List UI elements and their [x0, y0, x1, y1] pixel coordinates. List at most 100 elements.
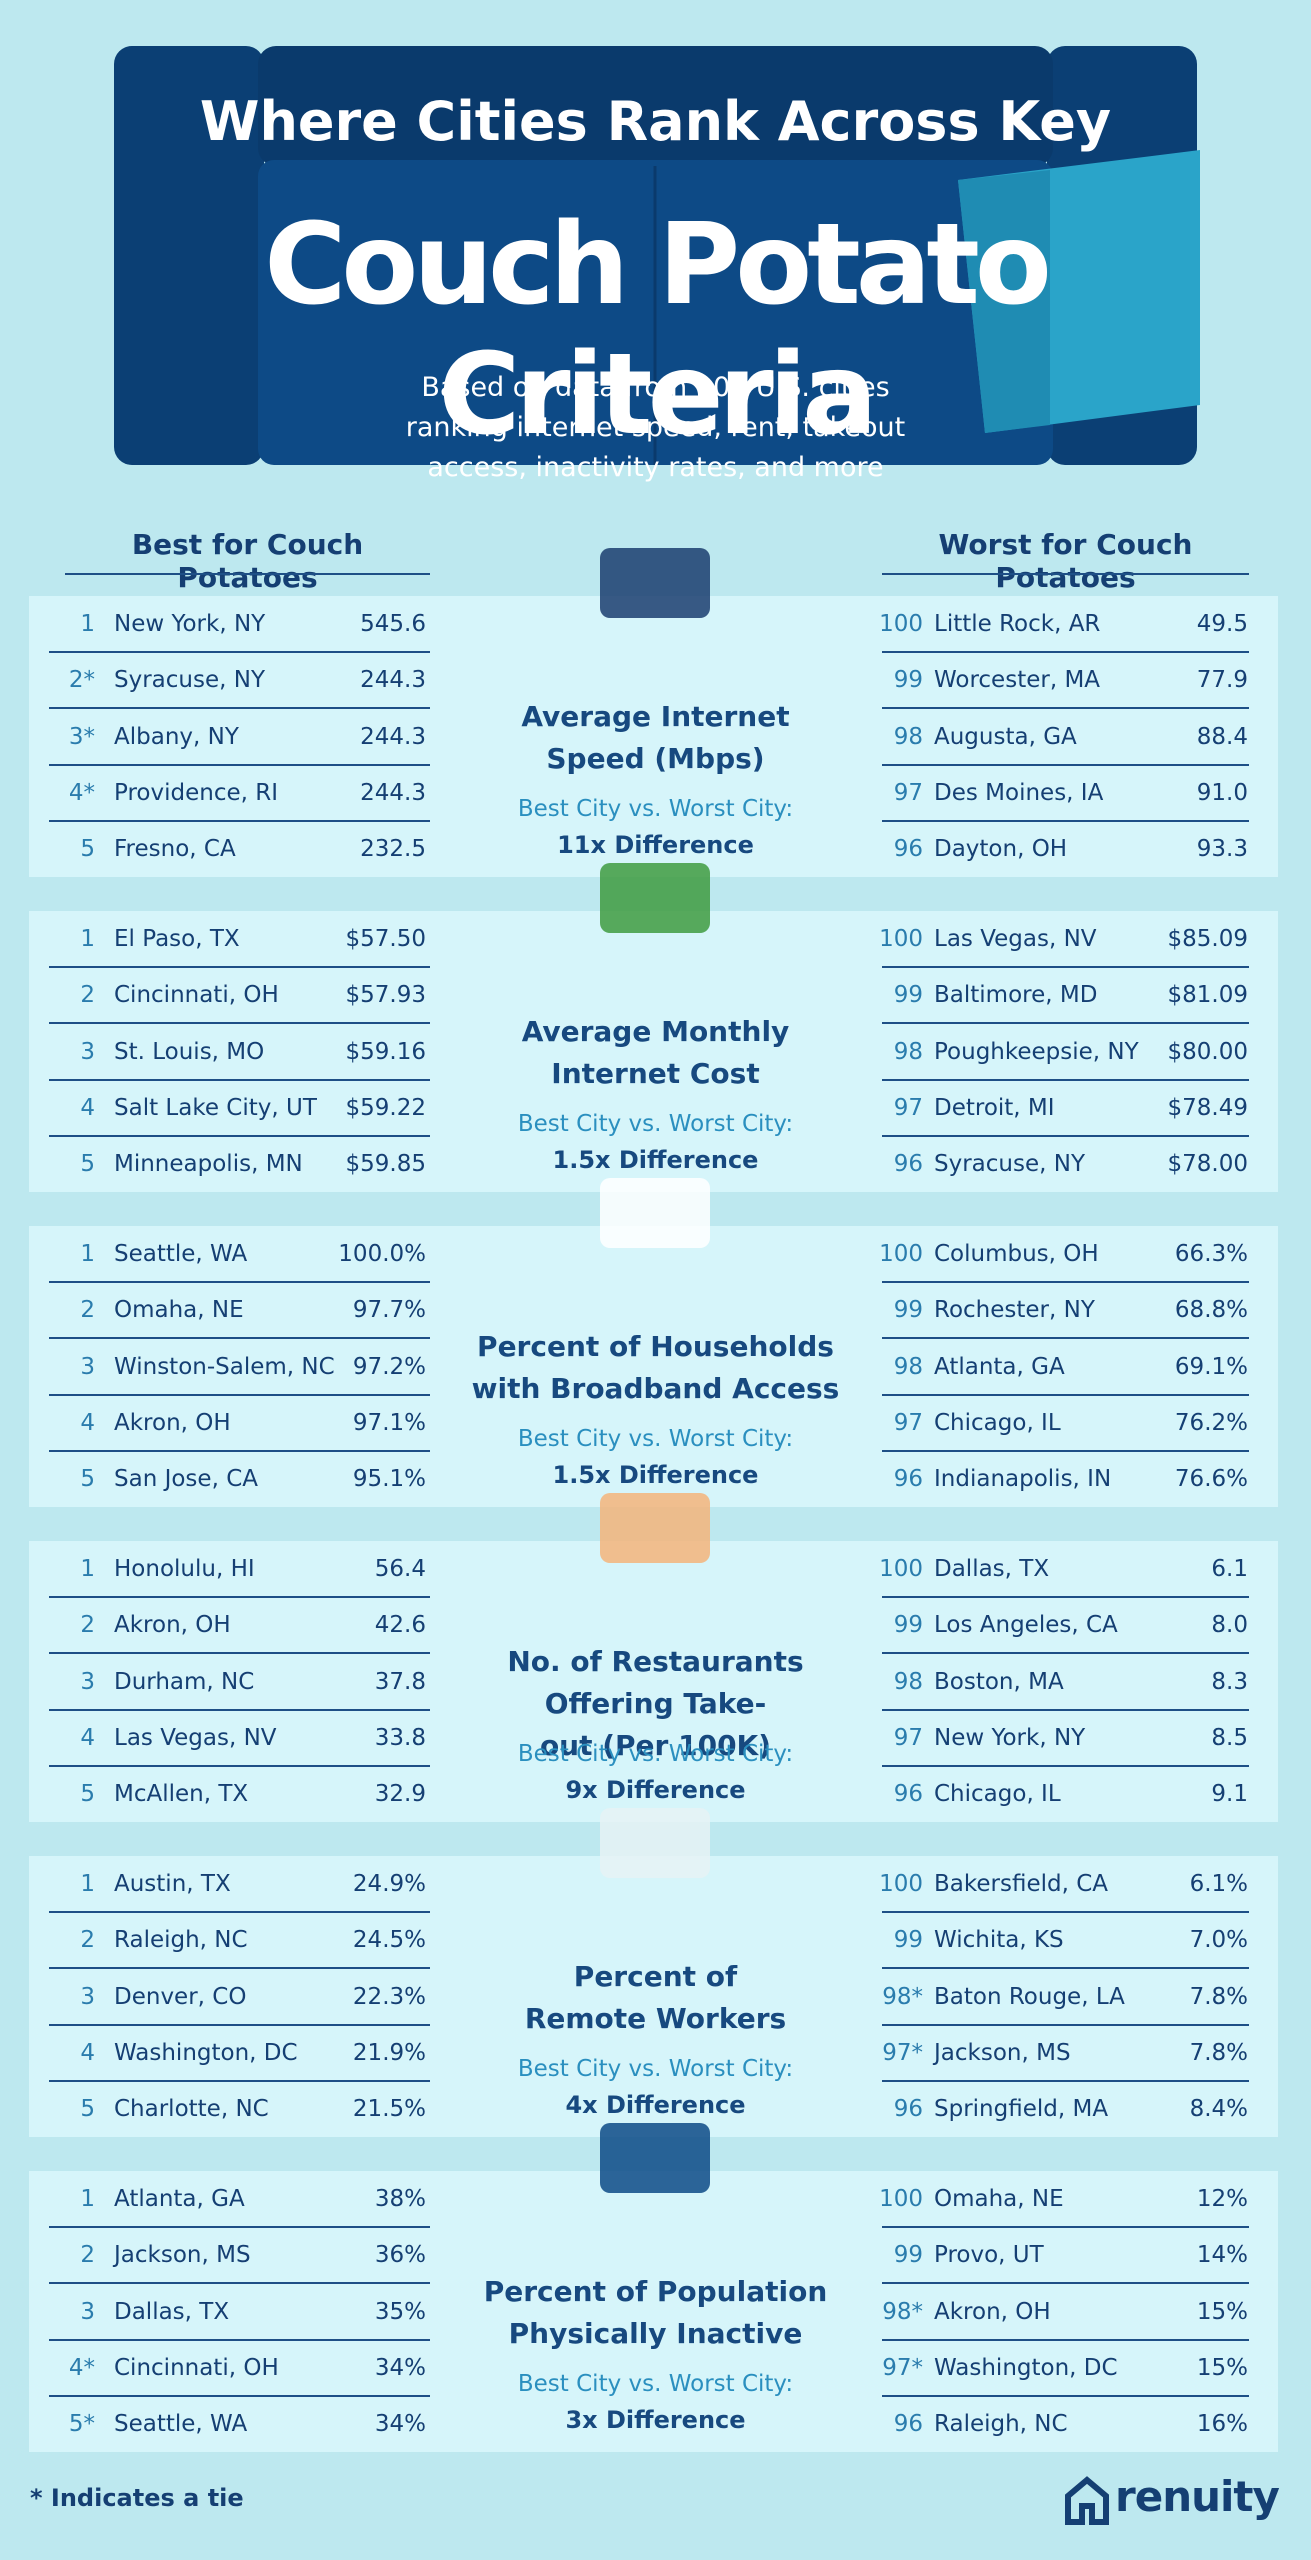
- value: 34%: [374, 2354, 426, 2381]
- header-title: Where Cities Rank Across Key: [199, 90, 1112, 153]
- value: 66.3%: [1174, 1241, 1248, 1267]
- rank: 96: [893, 1781, 923, 1808]
- city: Augusta, GA: [934, 723, 1077, 750]
- rank: 4: [80, 1094, 95, 1121]
- logo-icon: [1065, 2476, 1109, 2525]
- city: Worcester, MA: [934, 667, 1101, 694]
- section-band: [29, 596, 1278, 877]
- rank: 4: [80, 1724, 95, 1751]
- value: 97.7%: [352, 1297, 426, 1324]
- rank: 1: [80, 1556, 95, 1582]
- city: Des Moines, IA: [934, 779, 1104, 806]
- rank: 97*: [882, 2354, 923, 2381]
- value: $80.00: [1167, 1038, 1248, 1065]
- rank: 100: [879, 1241, 923, 1267]
- section-title: Percent of Remote Workers: [524, 1960, 787, 2035]
- row-rule: [882, 1652, 1249, 1655]
- value: 12%: [1196, 2186, 1248, 2212]
- rank: 1: [80, 926, 95, 952]
- value: 77.9: [1196, 667, 1248, 694]
- rank: 5*: [68, 2411, 95, 2438]
- city: Fresno, CA: [114, 836, 236, 863]
- value: 21.5%: [352, 2096, 426, 2123]
- row-rule: [882, 1337, 1249, 1340]
- value: 6.1: [1211, 1556, 1248, 1582]
- rank: 3: [80, 1983, 95, 2010]
- city: Jackson, MS: [114, 2242, 251, 2269]
- value: 7.8%: [1189, 2039, 1248, 2066]
- rank: 96: [893, 1151, 923, 1178]
- row-rule: [882, 1134, 1249, 1137]
- city: Albany, NY: [114, 723, 239, 750]
- row-rule: [49, 1911, 430, 1913]
- city: San Jose, CA: [114, 1466, 258, 1493]
- rank: 2: [80, 1927, 95, 1954]
- city: Atlanta, GA: [934, 1353, 1065, 1380]
- rank: 100: [879, 1556, 923, 1582]
- value: 8.0: [1211, 1612, 1248, 1639]
- value: 6.1%: [1189, 1871, 1248, 1897]
- city: El Paso, TX: [114, 926, 240, 952]
- rank: 99: [893, 2242, 923, 2269]
- row-rule: [49, 1596, 430, 1598]
- value: 244.3: [360, 667, 426, 694]
- rank: 98: [893, 1038, 923, 1065]
- rank: 100: [879, 926, 923, 952]
- value: $85.09: [1167, 926, 1248, 952]
- city: Chicago, IL: [934, 1409, 1061, 1436]
- city: Durham, NC: [114, 1668, 255, 1695]
- city: Jackson, MS: [934, 2039, 1071, 2066]
- row-rule: [882, 2226, 1249, 2228]
- rank: 100: [879, 1871, 923, 1897]
- section-band: [29, 1226, 1278, 1507]
- value: 36%: [374, 2242, 426, 2269]
- row-rule: [49, 966, 430, 968]
- city: Dallas, TX: [934, 1556, 1050, 1582]
- value: 8.4%: [1189, 2096, 1248, 2123]
- difference: 4x Difference: [565, 2091, 746, 2119]
- city: Chicago, IL: [934, 1781, 1061, 1808]
- rank: 98: [893, 723, 923, 750]
- row-rule: [882, 2394, 1249, 2397]
- rank: 97*: [882, 2039, 923, 2066]
- rank: 96: [893, 1466, 923, 1493]
- rank: 2: [80, 982, 95, 1009]
- city: Omaha, NE: [934, 2186, 1064, 2212]
- rank: 5: [80, 836, 95, 863]
- rank: 96: [893, 836, 923, 863]
- row-rule: [49, 1281, 430, 1283]
- section-icon: [600, 1178, 710, 1248]
- difference: 1.5x Difference: [552, 1461, 759, 1489]
- city: Springfield, MA: [934, 2096, 1109, 2123]
- city: Provo, UT: [934, 2242, 1044, 2269]
- rank: 97: [893, 1094, 923, 1121]
- rank: 96: [893, 2411, 923, 2438]
- value: 97.1%: [352, 1409, 426, 1436]
- row-rule: [882, 763, 1249, 766]
- city: Wichita, KS: [934, 1927, 1064, 1954]
- worst-heading: Worst for Couch Potatoes: [938, 528, 1193, 594]
- city: Seattle, WA: [114, 1241, 248, 1267]
- city: Omaha, NE: [114, 1297, 244, 1324]
- value: 56.4: [374, 1556, 426, 1582]
- heading-rule: [882, 573, 1249, 575]
- section-title: Percent of Population Physically Inactiv…: [483, 2275, 828, 2350]
- row-rule: [49, 1134, 430, 1137]
- city: Charlotte, NC: [114, 2096, 269, 2123]
- value: $59.22: [345, 1094, 426, 1121]
- value: 38%: [374, 2186, 426, 2212]
- rank: 98: [893, 1668, 923, 1695]
- row-rule: [882, 651, 1249, 653]
- rank: 4*: [68, 2354, 95, 2381]
- section-title: Average Monthly Internet Cost: [521, 1015, 790, 1090]
- rank: 3*: [68, 723, 95, 750]
- difference: 11x Difference: [557, 831, 754, 859]
- rank: 100: [879, 611, 923, 637]
- value: 7.8%: [1189, 1983, 1248, 2010]
- city: New York, NY: [114, 611, 266, 637]
- value: 24.9%: [352, 1871, 426, 1897]
- row-rule: [49, 1022, 430, 1025]
- value: 8.5: [1211, 1724, 1248, 1751]
- row-rule: [49, 2226, 430, 2228]
- section-band: [29, 1856, 1278, 2137]
